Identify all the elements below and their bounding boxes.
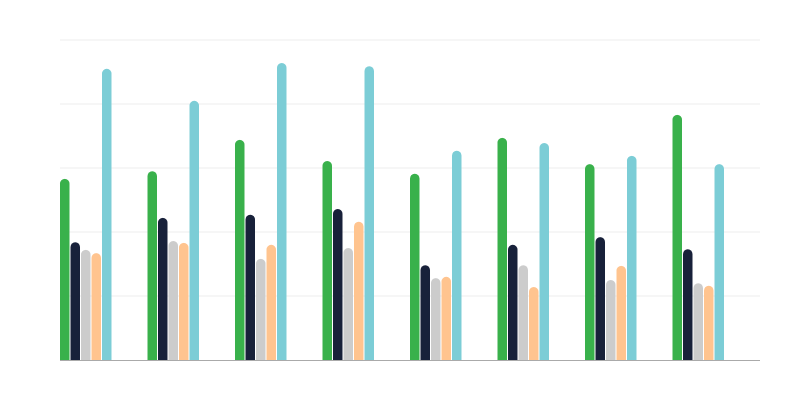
bar [672,114,682,360]
bar [627,155,637,360]
bar [333,208,343,360]
bar [616,265,626,360]
bar [410,173,420,360]
bar [168,240,178,360]
bar [102,68,112,361]
bar [420,265,430,360]
bar [266,244,276,360]
bar [529,287,539,360]
bar [585,164,595,360]
bar [704,285,714,360]
bar [518,265,528,360]
bar [497,137,507,360]
bar [245,214,255,360]
bar [277,63,287,360]
bar [70,242,80,360]
bar [441,276,451,360]
bar [60,178,70,360]
bar [595,237,605,360]
bar [91,253,101,360]
bar [343,248,353,360]
bar [539,143,549,360]
bar [714,164,724,360]
bar [693,283,703,360]
bar [158,217,168,360]
bar [452,150,462,360]
bar [179,242,189,360]
bar [508,244,518,360]
bar [147,171,157,360]
bar [606,280,616,360]
bar [81,249,91,360]
bar [235,139,245,360]
bar [256,258,266,360]
bar [431,278,441,360]
bar [322,160,332,360]
bar [364,66,374,361]
bar [354,221,364,360]
bar [189,100,199,361]
bar [683,249,693,360]
